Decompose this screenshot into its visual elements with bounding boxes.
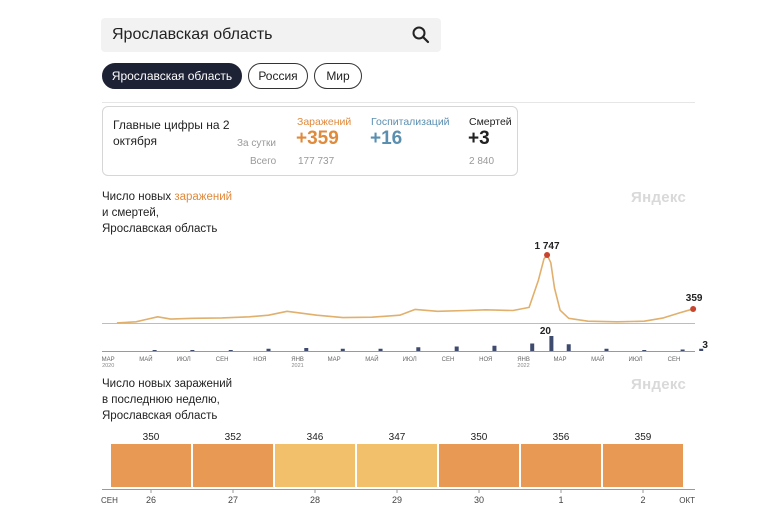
week-day-label: 27	[228, 495, 238, 505]
hospitalizations-label: Госпитализаций	[371, 116, 450, 128]
week-day-label: 2	[640, 495, 645, 505]
hospitalizations-today: +16	[370, 128, 403, 149]
week-day-label: 26	[146, 495, 156, 505]
infections-today: +359	[296, 128, 339, 149]
deaths-bar	[566, 344, 571, 351]
deaths-bar	[454, 346, 459, 351]
deaths-bar	[378, 348, 383, 351]
x-tick-label: МАР	[554, 357, 567, 363]
week-value-label: 350	[471, 432, 488, 443]
summary-title: Главные цифры на 2 октября	[113, 118, 230, 148]
search-bar[interactable]: Ярославская область	[101, 18, 441, 52]
deaths-bar	[699, 348, 704, 351]
divider	[102, 102, 695, 103]
deaths-today: +3	[468, 128, 490, 149]
last-value-label: 359	[686, 293, 703, 304]
region-pill-russia[interactable]: Россия	[248, 63, 308, 89]
x-tick-label: НОЯ	[479, 357, 492, 363]
chart1-title-part3: Ярославская область	[102, 223, 218, 235]
week-bar	[439, 444, 519, 487]
week-value-label: 356	[553, 432, 570, 443]
region-pill-world[interactable]: Мир	[314, 63, 362, 89]
deaths-bar	[680, 349, 685, 351]
week-day-label: 29	[392, 495, 402, 505]
chart1-title-part2: и смертей,	[102, 207, 159, 219]
deaths-total: 2 840	[469, 156, 495, 167]
x-tick-label: СЕН	[216, 357, 229, 363]
x-tick-label: МАР	[328, 357, 341, 363]
deaths-bar	[190, 350, 195, 351]
infections-line	[116, 254, 694, 324]
x-edge-label-start: СЕН	[101, 496, 118, 505]
x-edge-label-end: ОКТ	[679, 496, 695, 505]
last-point	[690, 306, 697, 313]
x-tick-year: 2022	[517, 363, 529, 369]
week-bar	[111, 444, 191, 487]
x-tick-year: 2020	[102, 363, 114, 369]
week-bar	[357, 444, 437, 487]
week-value-label: 352	[225, 432, 242, 443]
total-label: Всего	[250, 156, 277, 167]
region-pill-yaroslavl[interactable]: Ярославская область	[102, 63, 242, 89]
chart2-title-line2: в последнюю неделю,	[102, 394, 220, 406]
week-value-label: 347	[389, 432, 406, 443]
search-icon[interactable]	[411, 25, 431, 45]
x-tick-year: 2021	[291, 363, 303, 369]
x-tick-label: ЯНВ	[291, 357, 304, 363]
week-value-label: 359	[635, 432, 652, 443]
deaths-last-label: 3	[702, 340, 708, 351]
per-day-label: За сутки	[237, 138, 276, 149]
week-value-label: 346	[307, 432, 324, 443]
deaths-bar	[228, 350, 233, 351]
week-bar	[193, 444, 273, 487]
chart2-title-line1: Число новых заражений	[102, 378, 233, 390]
deaths-label: Смертей	[469, 116, 512, 128]
deaths-bar	[340, 348, 345, 351]
summary-card: Главные цифры на 2 октября За сутки Всег…	[102, 106, 518, 176]
week-bar	[521, 444, 601, 487]
deaths-bar	[549, 336, 554, 351]
chart1-title: Число новых заражений и смертей, Ярослав…	[102, 189, 402, 237]
deaths-bar	[492, 345, 497, 351]
infections-label: Заражений	[297, 116, 352, 128]
week-value-label: 350	[143, 432, 160, 443]
deaths-bar	[642, 350, 647, 351]
week-bar	[603, 444, 683, 487]
yandex-logo: Яндекс	[631, 376, 687, 393]
chart1-title-accent: заражений	[174, 191, 233, 203]
x-tick-label: МАЙ	[591, 355, 604, 363]
x-tick-label: МАЙ	[365, 355, 378, 363]
yandex-logo: Яндекс	[631, 189, 687, 206]
deaths-bar	[266, 348, 271, 351]
deaths-bar	[416, 347, 421, 351]
search-input[interactable]: Ярославская область	[112, 26, 273, 43]
deaths-bar	[604, 348, 609, 351]
x-tick-label: НОЯ	[253, 357, 266, 363]
x-tick-label: СЕН	[442, 357, 455, 363]
x-tick-label: МАР	[102, 357, 115, 363]
chart2-title: Число новых заражений в последнюю неделю…	[102, 376, 402, 424]
week-day-label: 28	[310, 495, 320, 505]
week-day-label: 1	[558, 495, 563, 505]
x-tick-label: ИЮЛ	[177, 357, 191, 363]
deaths-bar	[152, 350, 157, 351]
week-bar	[275, 444, 355, 487]
chart2-svg: 350 26 352 27 346 28 347 29 350 30 356 1 359 2 СЕН ОКТ	[101, 432, 695, 505]
deaths-peak-label: 20	[540, 326, 552, 337]
deaths-bar	[530, 343, 535, 351]
chart1-title-part1: Число новых	[102, 191, 175, 203]
x-tick-label: ЯНВ	[517, 357, 530, 363]
week-day-label: 30	[474, 495, 484, 505]
peak-label: 1 747	[535, 241, 560, 252]
deaths-bar	[304, 348, 309, 351]
x-tick-label: СЕН	[668, 357, 681, 363]
chart2-title-line3: Ярославская область	[102, 410, 218, 422]
x-tick-label: ИЮЛ	[629, 357, 643, 363]
infections-total: 177 737	[298, 156, 335, 167]
x-tick-label: МАЙ	[139, 355, 152, 363]
peak-point	[544, 252, 551, 258]
x-tick-label: ИЮЛ	[403, 357, 417, 363]
